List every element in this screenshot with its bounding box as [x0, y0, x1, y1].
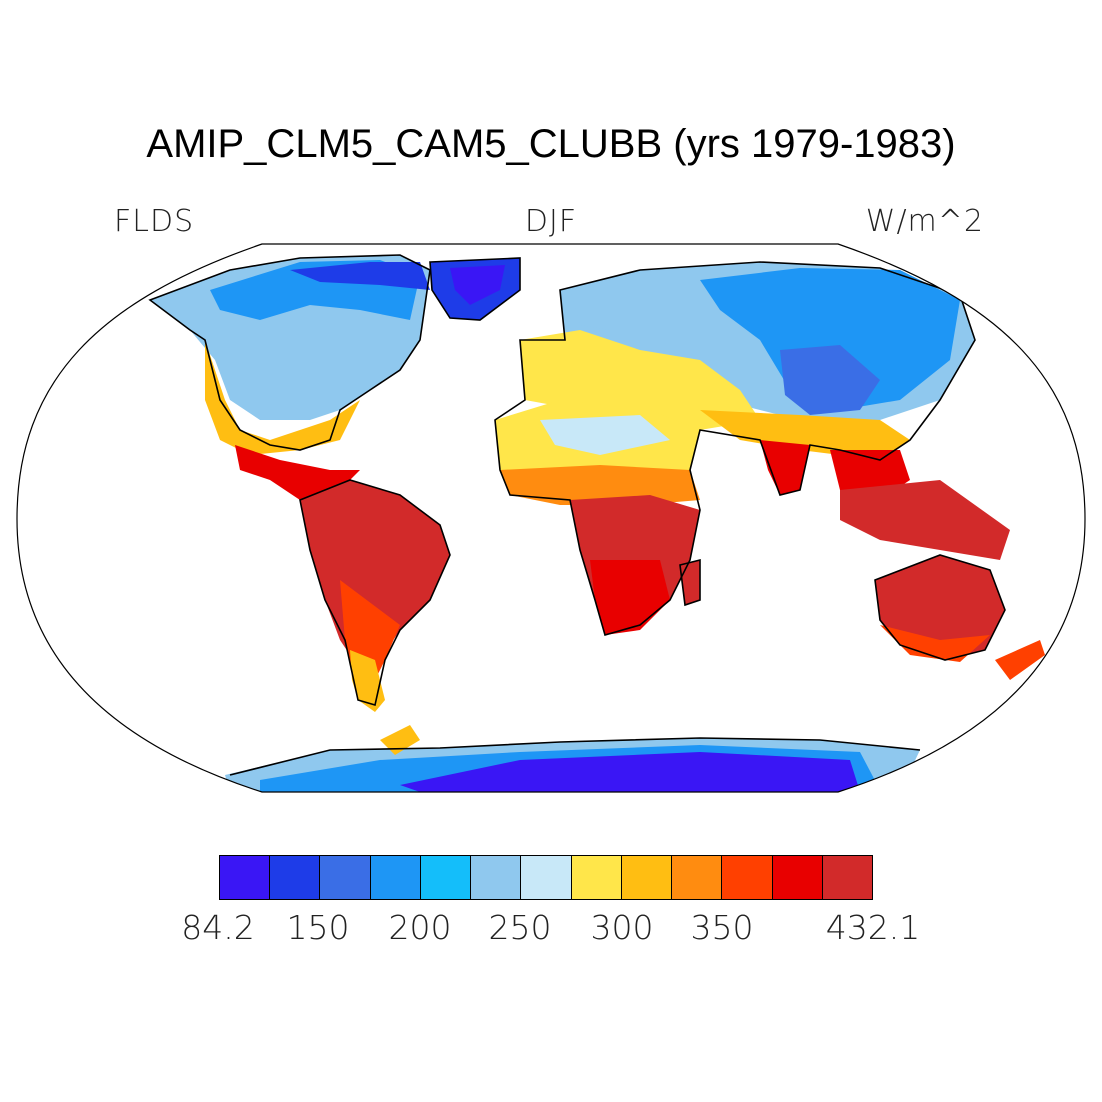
colorbar-swatch	[621, 856, 673, 899]
colorbar-tick-label: 84.2	[181, 908, 255, 947]
south-america	[300, 480, 450, 670]
scandinavia	[570, 275, 640, 330]
colorbar-swatch	[420, 856, 472, 899]
colorbar-swatch	[571, 856, 622, 899]
colorbar-tick-label: 200	[388, 908, 452, 947]
new-zealand	[995, 640, 1045, 680]
colorbar	[219, 855, 873, 900]
central-america	[235, 445, 360, 500]
arctic-islands	[290, 262, 430, 290]
madagascar	[680, 560, 700, 605]
colorbar-tick-label: 150	[286, 908, 350, 947]
asia-south-band	[700, 410, 910, 460]
australia-south	[880, 625, 990, 662]
antarctic-peninsula	[380, 725, 420, 755]
season-label: DJF	[524, 204, 578, 239]
siberia-core	[780, 345, 880, 415]
colorbar-swatch	[370, 856, 421, 899]
us-south	[205, 340, 360, 455]
colorbar-swatch	[772, 856, 823, 899]
colorbar-tick-label: 432.1	[825, 908, 921, 947]
sahara-cool	[540, 415, 670, 455]
colorbar-tick-label: 300	[590, 908, 654, 947]
india	[760, 440, 810, 495]
indonesia	[840, 480, 1010, 560]
coastlines	[148, 254, 1006, 776]
field-layer	[148, 254, 1045, 792]
globe-outline	[16, 243, 1086, 793]
colorbar-swatch	[722, 856, 773, 899]
colorbar-swatch	[521, 856, 572, 899]
variable-label: FLDS	[114, 204, 195, 239]
colorbar-tick-label: 350	[690, 908, 754, 947]
colorbar-swatch	[270, 856, 321, 899]
plot-title: AMIP_CLM5_CAM5_CLUBB (yrs 1979-1983)	[146, 122, 956, 166]
colorbar-tick-label: 250	[488, 908, 552, 947]
colorbar-swatch	[672, 856, 723, 899]
antarctica-core	[400, 752, 860, 792]
units-label: W/m^2	[865, 204, 984, 239]
colorbar-swatch	[320, 856, 371, 899]
colorbar-swatch	[220, 856, 271, 899]
colorbar-swatch	[822, 856, 873, 899]
colorbar-swatch	[471, 856, 522, 899]
greenland-core	[450, 265, 505, 305]
siberia	[700, 268, 960, 410]
